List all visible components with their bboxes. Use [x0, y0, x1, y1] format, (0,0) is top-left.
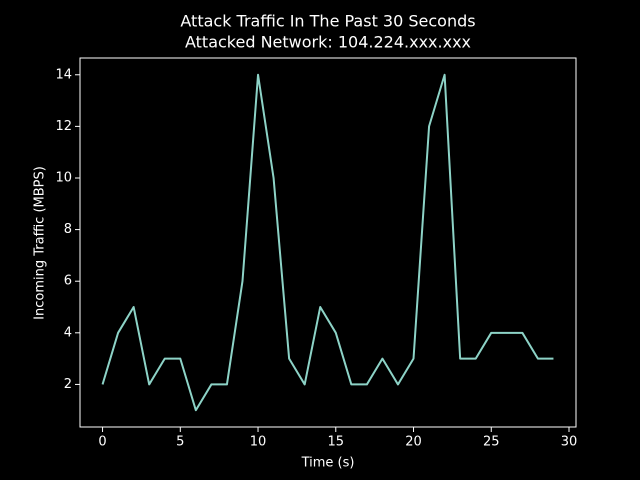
x-tick-label: 10: [250, 435, 267, 450]
x-tick-label: 25: [483, 435, 500, 450]
x-tick-label: 30: [561, 435, 578, 450]
y-axis-label: Incoming Traffic (MBPS): [33, 166, 48, 320]
y-tick-label: 14: [55, 67, 72, 82]
y-tick-label: 4: [64, 325, 72, 340]
chart-title: Attack Traffic In The Past 30 Seconds: [180, 12, 475, 31]
y-tick-label: 12: [55, 119, 72, 134]
x-tick-label: 0: [98, 435, 106, 450]
y-tick-label: 6: [64, 274, 72, 289]
chart-subtitle: Attacked Network: 104.224.xxx.xxx: [185, 33, 471, 52]
x-tick-label: 20: [405, 435, 422, 450]
x-tick-label: 15: [328, 435, 345, 450]
data-line: [101, 73, 554, 412]
y-tick-label: 10: [55, 170, 72, 185]
x-tick-label: 5: [176, 435, 184, 450]
y-tick-label: 2: [64, 377, 72, 392]
axes-frame: [79, 57, 577, 428]
y-tick-label: 8: [64, 222, 72, 237]
x-axis-label: Time (s): [301, 456, 355, 471]
